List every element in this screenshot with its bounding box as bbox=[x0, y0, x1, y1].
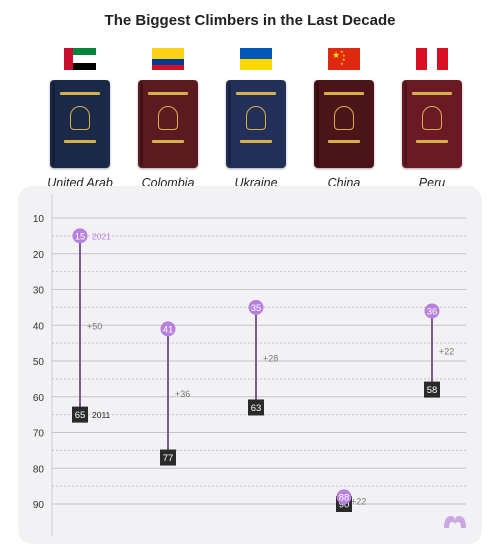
rank-2021-label: 15 bbox=[75, 231, 86, 242]
rank-2011-marker bbox=[160, 449, 176, 466]
ukraine-passport-icon bbox=[226, 80, 286, 168]
chart-title: The Biggest Climbers in the Last Decade bbox=[104, 12, 396, 29]
chart-panel: 10 20 30 40 50 60 70 80 90 +50 65 15 2021 2011 +36 77 41… bbox=[18, 186, 482, 544]
china-flag-icon: ★ ★ ★ ★ ★ bbox=[328, 48, 360, 70]
change-label: +36 bbox=[175, 389, 190, 399]
rank-2021-marker bbox=[248, 299, 264, 315]
rank-2021-marker bbox=[336, 489, 352, 505]
rank-2021-label: 36 bbox=[427, 306, 438, 317]
colombia-passport-icon bbox=[138, 80, 198, 168]
y-tick-label: 20 bbox=[33, 250, 45, 261]
year-label-end: 2021 bbox=[92, 231, 111, 241]
change-label: +22 bbox=[351, 496, 366, 506]
logo-icon bbox=[444, 516, 466, 528]
change-label: +22 bbox=[439, 346, 454, 356]
country-column-uae: United Arab Emirates bbox=[32, 48, 128, 204]
rank-2011-marker bbox=[424, 381, 440, 398]
peru-flag-icon bbox=[416, 48, 448, 70]
rank-2021-marker bbox=[160, 321, 176, 337]
rank-2011-marker bbox=[72, 406, 88, 423]
y-tick-label: 50 bbox=[33, 357, 45, 368]
y-tick-label: 80 bbox=[33, 464, 45, 475]
ukraine-flag-icon bbox=[240, 48, 272, 70]
y-tick-label: 60 bbox=[33, 393, 45, 404]
rank-2011-marker bbox=[248, 399, 264, 416]
change-label: +50 bbox=[87, 321, 102, 331]
rank-2011-label: 65 bbox=[75, 410, 86, 421]
rank-2011-label: 63 bbox=[251, 403, 262, 414]
rank-2011-label: 58 bbox=[427, 385, 438, 396]
y-tick-label: 70 bbox=[33, 429, 45, 440]
y-tick-label: 90 bbox=[33, 500, 45, 511]
rank-2021-label: 35 bbox=[251, 303, 262, 314]
country-column-china: ★ ★ ★ ★ ★ China bbox=[296, 48, 392, 190]
year-label-start: 2011 bbox=[92, 410, 111, 420]
country-column-colombia: Colombia bbox=[120, 48, 216, 190]
colombia-flag-icon bbox=[152, 48, 184, 70]
rank-2011-label: 90 bbox=[339, 500, 350, 511]
rank-2021-label: 41 bbox=[163, 324, 174, 335]
rank-2021-marker bbox=[72, 228, 88, 244]
china-passport-icon bbox=[314, 80, 374, 168]
change-label: +28 bbox=[263, 353, 278, 363]
y-tick-label: 10 bbox=[33, 214, 45, 225]
country-column-ukraine: Ukraine bbox=[208, 48, 304, 190]
peru-passport-icon bbox=[402, 80, 462, 168]
y-tick-label: 40 bbox=[33, 321, 45, 332]
uae-passport-icon bbox=[50, 80, 110, 168]
rank-2021-label: 88 bbox=[339, 492, 350, 503]
rank-2021-marker bbox=[424, 303, 440, 319]
uae-flag-icon bbox=[64, 48, 96, 70]
rank-2011-label: 77 bbox=[163, 453, 174, 464]
country-column-peru: Peru bbox=[384, 48, 480, 190]
y-tick-label: 30 bbox=[33, 286, 45, 297]
dumbbell-chart: 10 20 30 40 50 60 70 80 90 +50 65 15 2021 2011 +36 77 41… bbox=[33, 194, 466, 536]
